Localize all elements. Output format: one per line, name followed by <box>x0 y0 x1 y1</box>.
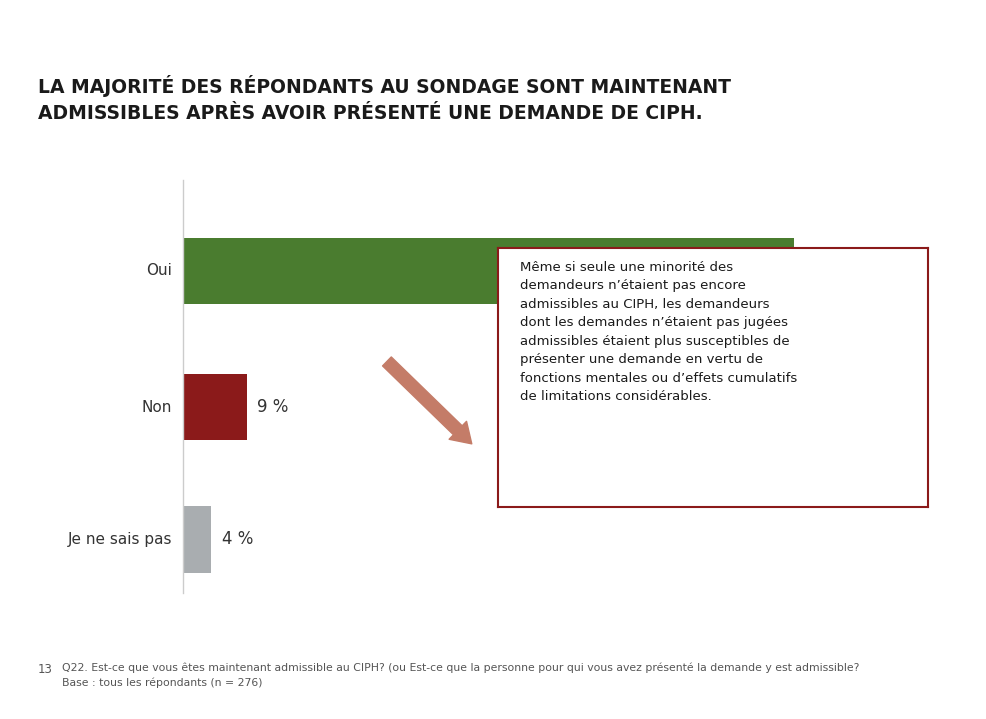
Bar <box>182 374 246 440</box>
FancyArrowPatch shape <box>383 357 471 444</box>
Text: 4 %: 4 % <box>222 531 252 549</box>
Text: Oui: Oui <box>146 263 172 278</box>
Bar <box>182 506 211 572</box>
Text: Même si seule une minorité des
demandeurs n’étaient pas encore
admissibles au CI: Même si seule une minorité des demandeur… <box>520 261 797 403</box>
Text: Non: Non <box>141 400 172 415</box>
Text: LA MAJORITÉ DES RÉPONDANTS AU SONDAGE SONT MAINTENANT
ADMISSIBLES APRÈS AVOIR PR: LA MAJORITÉ DES RÉPONDANTS AU SONDAGE SO… <box>37 75 730 123</box>
Text: Q22. Est-ce que vous êtes maintenant admissible au CIPH? (ou Est-ce que la perso: Q22. Est-ce que vous êtes maintenant adm… <box>62 663 859 688</box>
Bar <box>182 237 793 303</box>
Text: 9 %: 9 % <box>257 398 288 416</box>
Text: 13: 13 <box>37 663 52 676</box>
Text: Je ne sais pas: Je ne sais pas <box>67 532 172 547</box>
Text: 86 %: 86 % <box>804 262 845 280</box>
